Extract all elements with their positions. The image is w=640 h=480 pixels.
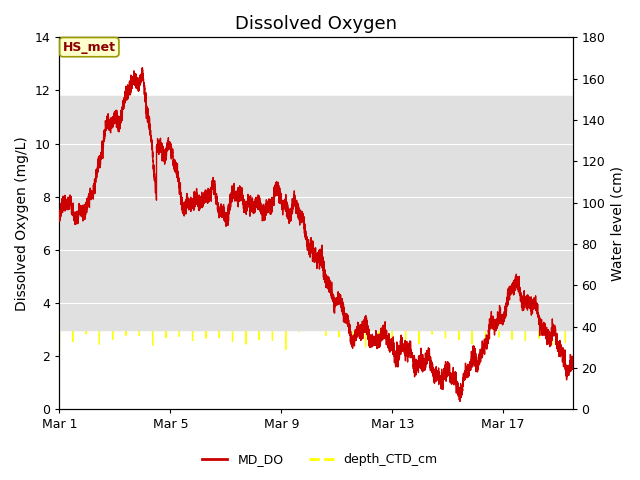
Text: HS_met: HS_met <box>63 41 116 54</box>
Bar <box>60 96 573 330</box>
Legend: MD_DO, depth_CTD_cm: MD_DO, depth_CTD_cm <box>197 448 443 471</box>
Y-axis label: Dissolved Oxygen (mg/L): Dissolved Oxygen (mg/L) <box>15 136 29 311</box>
Title: Dissolved Oxygen: Dissolved Oxygen <box>235 15 397 33</box>
Y-axis label: Water level (cm): Water level (cm) <box>611 166 625 281</box>
